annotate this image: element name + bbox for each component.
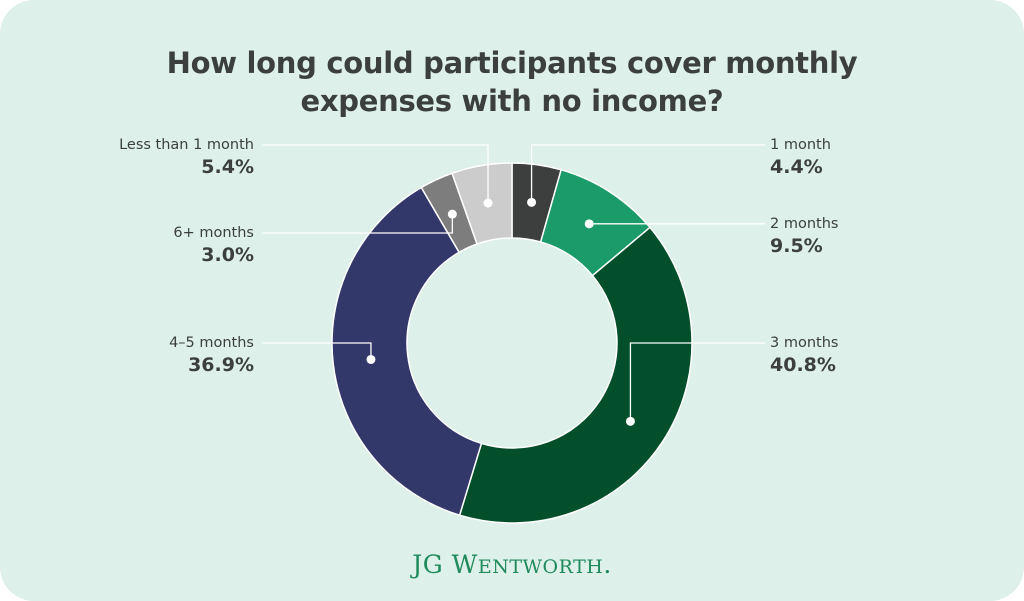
slice-label: 4–5 months bbox=[169, 335, 254, 351]
leader-line-less-than-1-month bbox=[262, 144, 489, 204]
leader-line-3-months bbox=[629, 342, 765, 422]
slice-value: 3.0% bbox=[201, 244, 254, 266]
slice-value: 9.5% bbox=[770, 234, 823, 257]
slice-less-than-1-month bbox=[451, 162, 513, 245]
chart-title: How long could participants cover monthl… bbox=[0, 44, 1024, 120]
title-line-1: How long could participants cover monthl… bbox=[166, 46, 858, 80]
slice-value: 40.8% bbox=[770, 354, 836, 376]
title-line-2: expenses with no income? bbox=[300, 84, 724, 118]
jg-wentworth-logo: JG WENTWORTH. bbox=[412, 550, 612, 579]
data-label-1-month: 1 month 4.4% bbox=[770, 136, 970, 180]
data-label-4-5-months: 4–5 months 36.9% bbox=[54, 334, 254, 378]
slice-label: 1 month bbox=[770, 137, 831, 153]
leader-line-6-months bbox=[262, 214, 453, 234]
leader-dot-4-5-months bbox=[366, 354, 376, 364]
leader-dot-6-months bbox=[447, 209, 457, 219]
slice-label: Less than 1 month bbox=[119, 137, 254, 153]
slice-value: 36.9% bbox=[188, 354, 254, 376]
slice-label: 3 months bbox=[770, 335, 839, 351]
leader-line-1-month bbox=[530, 144, 765, 203]
leader-dot-3-months bbox=[625, 416, 635, 426]
slice-value: 4.4% bbox=[770, 156, 823, 178]
data-label-3-months: 3 months 40.8% bbox=[770, 334, 970, 378]
slice-label: 2 months bbox=[770, 215, 839, 232]
leader-dot-2-months bbox=[584, 219, 594, 229]
slice-3-months bbox=[458, 226, 693, 524]
data-label-less-than-1-month: Less than 1 month 5.4% bbox=[54, 136, 254, 180]
leader-line-4-5-months bbox=[262, 342, 372, 360]
leader-dot-less-than-1-month bbox=[483, 198, 493, 208]
leader-dot-1-month bbox=[527, 197, 537, 207]
data-label-2-months: 2 months 9.5% bbox=[770, 215, 970, 259]
slice-label: 6+ months bbox=[173, 225, 254, 241]
slice-4-5-months bbox=[331, 186, 483, 517]
slice-value: 5.4% bbox=[201, 156, 254, 178]
data-label-6-months: 6+ months 3.0% bbox=[54, 224, 254, 268]
